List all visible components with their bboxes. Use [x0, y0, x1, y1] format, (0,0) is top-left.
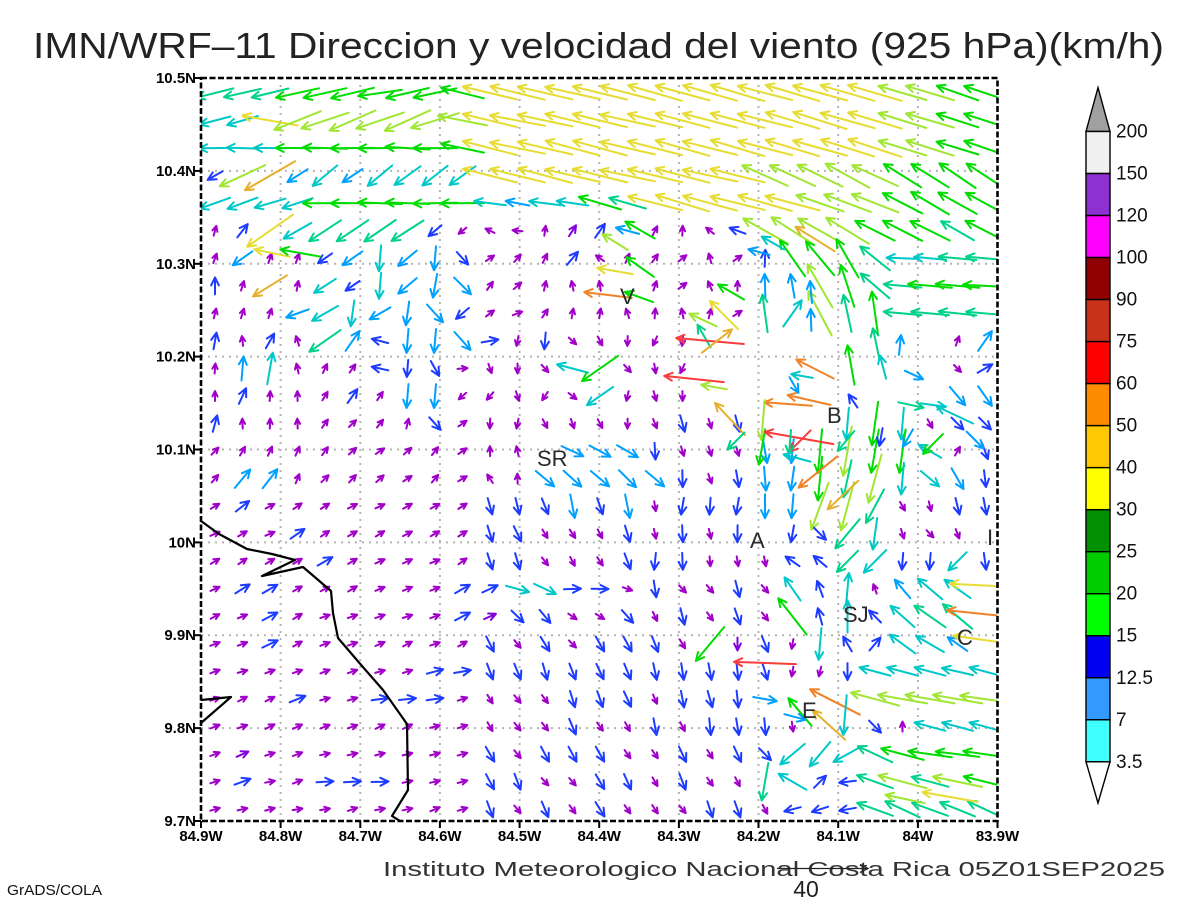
- svg-text:9.7N: 9.7N: [164, 813, 196, 830]
- svg-text:200: 200: [1116, 122, 1148, 143]
- svg-text:40: 40: [793, 876, 819, 900]
- svg-text:A: A: [750, 528, 765, 553]
- svg-text:9.9N: 9.9N: [164, 627, 196, 644]
- svg-text:E: E: [802, 698, 817, 723]
- svg-text:84.9W: 84.9W: [179, 828, 223, 845]
- svg-text:10.5N: 10.5N: [156, 70, 196, 87]
- svg-text:GrADS/COLA: GrADS/COLA: [7, 882, 102, 899]
- svg-text:84.5W: 84.5W: [498, 828, 542, 845]
- svg-text:84.7W: 84.7W: [339, 828, 383, 845]
- svg-text:60: 60: [1116, 374, 1137, 395]
- svg-text:10.3N: 10.3N: [156, 256, 196, 273]
- svg-text:12.5: 12.5: [1116, 668, 1153, 689]
- svg-text:40: 40: [1116, 458, 1137, 479]
- svg-text:IMN/WRF–11 Direccion y velocid: IMN/WRF–11 Direccion y velocidad del vie…: [33, 25, 1164, 66]
- svg-text:C: C: [957, 625, 973, 650]
- svg-text:84.8W: 84.8W: [259, 828, 303, 845]
- svg-text:84.4W: 84.4W: [578, 828, 622, 845]
- svg-text:120: 120: [1116, 206, 1148, 227]
- svg-text:10N: 10N: [168, 534, 196, 551]
- svg-text:9.8N: 9.8N: [164, 720, 196, 737]
- svg-text:SR: SR: [537, 446, 568, 471]
- svg-text:75: 75: [1116, 332, 1137, 353]
- svg-text:V: V: [620, 284, 635, 309]
- svg-text:7: 7: [1116, 710, 1127, 731]
- svg-text:SJ: SJ: [843, 602, 869, 627]
- svg-text:Instituto Meteorologico Nacion: Instituto Meteorologico Nacional Costa R…: [383, 859, 1165, 881]
- svg-text:B: B: [827, 403, 842, 428]
- svg-text:50: 50: [1116, 416, 1137, 437]
- svg-text:84.2W: 84.2W: [737, 828, 781, 845]
- svg-text:I: I: [987, 525, 993, 550]
- svg-text:83.9W: 83.9W: [976, 828, 1020, 845]
- svg-text:10.1N: 10.1N: [156, 442, 196, 459]
- svg-text:84.3W: 84.3W: [657, 828, 701, 845]
- svg-text:30: 30: [1116, 500, 1137, 521]
- svg-text:10.2N: 10.2N: [156, 349, 196, 366]
- svg-text:84.1W: 84.1W: [817, 828, 861, 845]
- svg-text:90: 90: [1116, 290, 1137, 311]
- svg-text:84.6W: 84.6W: [418, 828, 462, 845]
- svg-text:3.5: 3.5: [1116, 752, 1142, 773]
- svg-text:84W: 84W: [902, 828, 934, 845]
- svg-text:15: 15: [1116, 626, 1137, 647]
- svg-text:100: 100: [1116, 248, 1148, 269]
- svg-text:10.4N: 10.4N: [156, 163, 196, 180]
- svg-text:25: 25: [1116, 542, 1137, 563]
- svg-text:20: 20: [1116, 584, 1137, 605]
- svg-text:150: 150: [1116, 164, 1148, 185]
